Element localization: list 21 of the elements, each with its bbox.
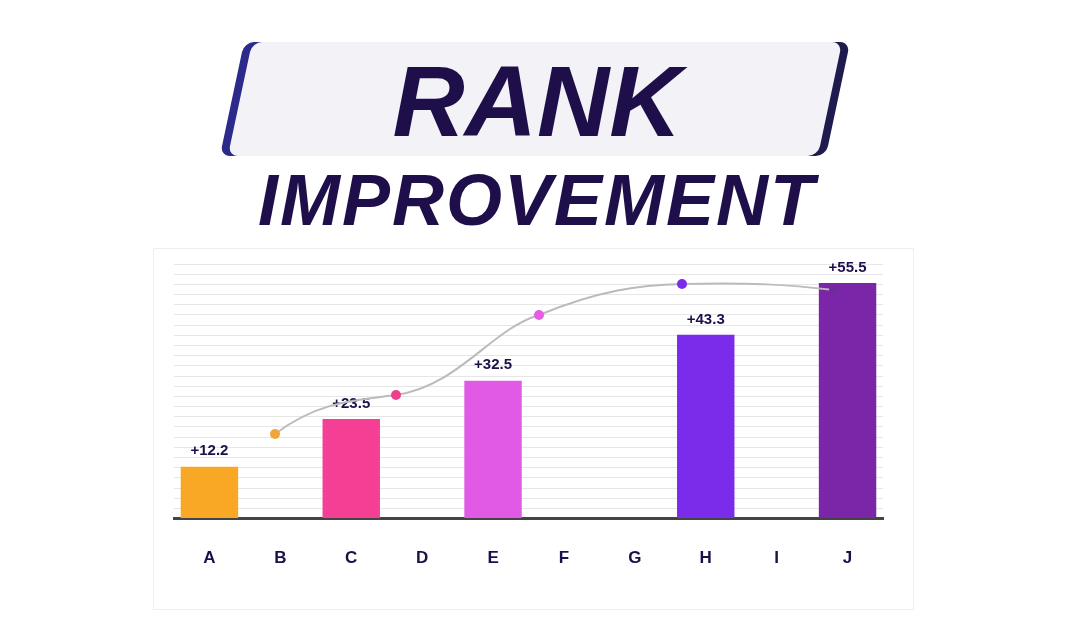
bar bbox=[322, 418, 380, 519]
bar bbox=[180, 466, 239, 519]
bar bbox=[818, 283, 877, 519]
bar bbox=[677, 334, 735, 519]
data-label: +55.5 bbox=[828, 257, 867, 275]
x-tick-label: G bbox=[628, 548, 642, 568]
x-tick-label: E bbox=[487, 548, 499, 568]
x-tick-label: D bbox=[416, 548, 429, 568]
x-tick-label: J bbox=[842, 548, 853, 568]
x-tick-label: A bbox=[203, 548, 216, 568]
x-tick-label: C bbox=[345, 548, 358, 568]
x-tick-label: I bbox=[774, 548, 780, 568]
data-label: +12.2 bbox=[190, 441, 229, 459]
chart-subtitle: IMPROVEMENT bbox=[257, 160, 820, 240]
chart-title: RANK bbox=[391, 45, 688, 157]
x-tick-label: H bbox=[699, 548, 712, 568]
bar bbox=[464, 380, 522, 519]
data-label: +43.3 bbox=[686, 309, 725, 327]
x-tick-label: F bbox=[558, 548, 570, 568]
data-label: +32.5 bbox=[474, 355, 513, 373]
x-tick-label: B bbox=[274, 548, 287, 568]
